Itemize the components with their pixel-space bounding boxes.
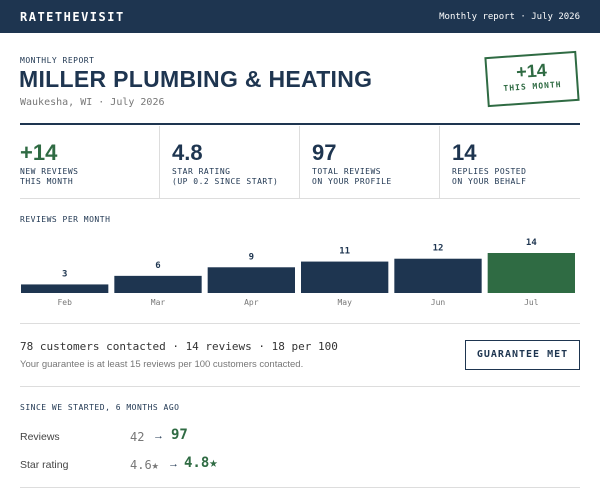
x-tick-label: Apr — [244, 298, 259, 307]
value-label: 3 — [62, 269, 67, 279]
chart: 3 Feb 6 Mar 9 Apr 11 May 12 Jun 14 Jul — [21, 238, 575, 307]
stat-label: THIS MONTH — [20, 177, 74, 186]
guarantee-summary: 78 customers contacted · 14 reviews · 18… — [20, 340, 338, 353]
divider — [20, 323, 580, 324]
stat-label: STAR RATING — [172, 167, 231, 176]
stat-value: 14 — [452, 140, 477, 165]
x-tick-label: May — [337, 298, 352, 307]
to-value: 97 — [171, 427, 188, 443]
x-tick-label: Mar — [151, 298, 166, 307]
from-value: 4.6★ — [130, 458, 159, 472]
bar — [394, 258, 482, 293]
top-bar — [0, 0, 600, 33]
stat-label: NEW REVIEWS — [20, 167, 79, 176]
bar — [487, 253, 575, 293]
value-label: 11 — [339, 247, 350, 257]
stat-value: 4.8 — [172, 140, 203, 165]
rule — [20, 123, 580, 125]
row-label: Reviews — [20, 431, 60, 443]
value-label: 9 — [249, 252, 254, 262]
bar — [301, 261, 389, 293]
divider — [20, 198, 580, 199]
to-value: 4.8★ — [184, 455, 218, 471]
guarantee-badge: GUARANTEE MET — [465, 340, 580, 370]
arrow: → — [153, 430, 164, 442]
value-label: 14 — [526, 238, 537, 248]
location: Waukesha, WI · July 2026 — [20, 97, 165, 108]
divider — [159, 126, 160, 198]
stamp: +14 THIS MONTH — [484, 50, 580, 108]
value-label: 12 — [433, 244, 444, 254]
since-title: SINCE WE STARTED, 6 MONTHS AGO — [20, 403, 180, 412]
stat-label: REPLIES POSTED — [452, 167, 527, 176]
report-label: Monthly report · July 2026 — [439, 12, 580, 22]
x-tick-label: Jul — [524, 298, 539, 307]
stat-value: +14 — [20, 140, 58, 165]
from-value: 42 — [130, 430, 145, 444]
stat-label: (UP 0.2 SINCE START) — [172, 177, 279, 186]
x-tick-label: Jun — [431, 298, 446, 307]
x-tick-label: Feb — [57, 298, 72, 307]
divider — [20, 487, 580, 488]
guarantee-note: Your guarantee is at least 15 reviews pe… — [20, 359, 304, 370]
divider — [299, 126, 300, 198]
chart-title: REVIEWS PER MONTH — [20, 215, 111, 224]
stat-label: ON YOUR BEHALF — [452, 177, 527, 186]
row-label: Star rating — [20, 459, 69, 471]
stat-label: TOTAL REVIEWS — [312, 167, 382, 176]
bar — [21, 284, 109, 293]
title: MILLER PLUMBING & HEATING — [19, 66, 373, 92]
stat-label: ON YOUR PROFILE — [312, 177, 392, 186]
arrow: → — [168, 458, 179, 470]
value-label: 6 — [155, 261, 160, 271]
bar — [114, 275, 202, 293]
stat-value: 97 — [312, 140, 337, 165]
brand: RATETHEVISIT — [20, 10, 125, 24]
divider — [20, 386, 580, 387]
kicker: MONTHLY REPORT — [20, 56, 95, 65]
bar — [207, 267, 295, 293]
divider — [439, 126, 440, 198]
